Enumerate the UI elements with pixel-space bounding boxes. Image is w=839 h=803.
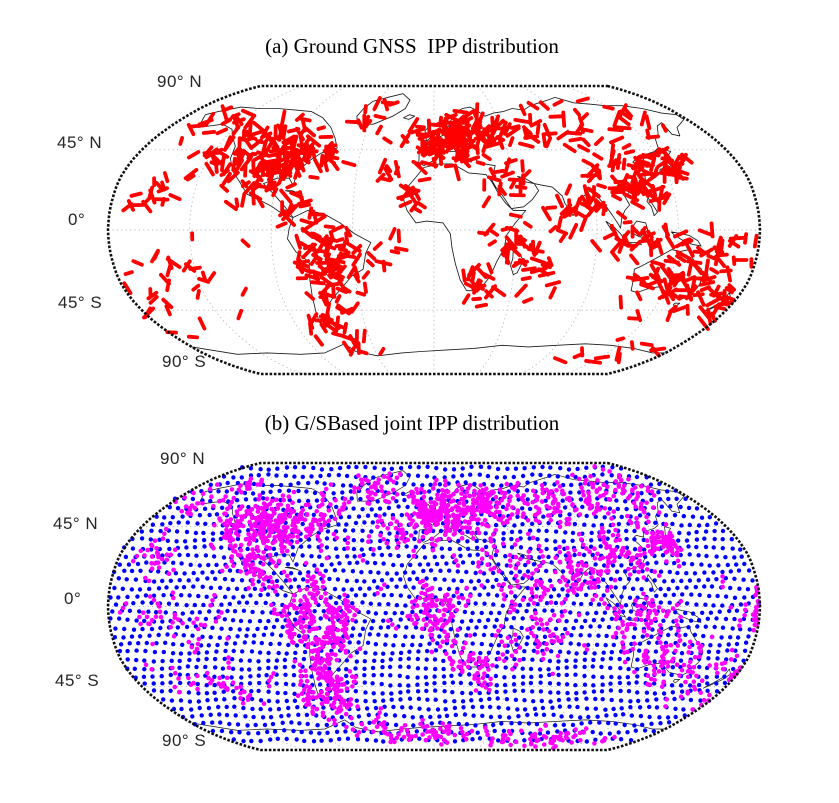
panel-b-title: (b) G/SBased joint IPP distribution [264, 411, 560, 435]
lat-tick-a-90s: 90° S [162, 352, 207, 371]
map-panel-b [106, 461, 762, 752]
lat-tick-b-45s: 45° S [55, 671, 100, 690]
series-ground-gnss-ipp-joint [117, 464, 761, 751]
lat-tick-b-90n: 90° N [160, 449, 206, 468]
lat-tick-a-45n: 45° N [57, 133, 103, 152]
lat-tick-b-90s: 90° S [162, 731, 207, 750]
lat-tick-a-90n: 90° N [157, 72, 203, 91]
lat-tick-a-0: 0° [68, 210, 86, 229]
map-outline [106, 461, 762, 752]
graticule-grid [108, 85, 760, 375]
lat-tick-b-45n: 45° N [53, 514, 99, 533]
panel-a-title: (a) Ground GNSS IPP distribution [265, 34, 559, 58]
map-panel-a [106, 84, 762, 376]
lat-tick-b-0: 0° [64, 589, 82, 608]
series-ground-gnss-ipp [121, 96, 759, 365]
lat-tick-a-45s: 45° S [58, 293, 103, 312]
